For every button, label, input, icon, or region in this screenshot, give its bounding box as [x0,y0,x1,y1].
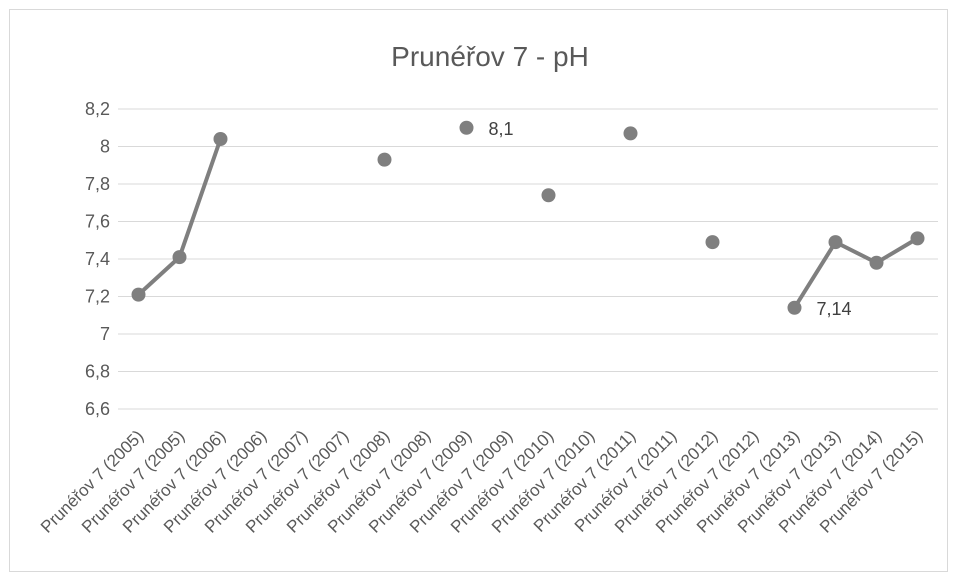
series-line-segment [136,255,182,297]
x-axis-ticks: Prunéřov 7 (2005)Prunéřov 7 (2005)Prunéř… [37,426,926,536]
data-point [131,287,146,302]
y-tick-label: 6,8 [85,362,110,382]
y-tick-label: 6,6 [85,399,110,419]
data-label: 7,14 [817,299,852,319]
data-point [869,255,884,270]
y-tick-label: 7,4 [85,249,110,269]
series-line-segment [833,240,879,265]
y-axis-ticks: 8,2 8 7,8 7,6 7,4 7,2 7 6,8 6,6 [85,99,110,419]
data-labels: 8,1 7,14 [489,119,852,319]
y-tick-label: 7 [100,324,110,344]
data-point [172,250,187,265]
y-tick-label: 7,2 [85,287,110,307]
y-tick-label: 8,2 [85,99,110,119]
y-tick-label: 7,6 [85,212,110,232]
data-point [705,235,720,250]
data-point [459,120,474,135]
series-lines [136,137,920,310]
series-line-segment [177,137,223,260]
chart-title: Prunéřov 7 - pH [391,41,589,72]
data-point [910,231,925,246]
series-markers [131,120,925,315]
series-line-segment [874,236,920,265]
gridlines [118,108,938,410]
y-tick-label: 7,8 [85,174,110,194]
data-point [623,126,638,141]
data-point [828,235,843,250]
data-point [787,300,802,315]
data-point [213,132,228,146]
y-tick-label: 8 [100,137,110,157]
series-line-segment [792,240,838,310]
chart-area [9,9,948,572]
data-point [377,152,392,167]
data-label: 8,1 [489,119,514,139]
data-point [541,188,556,203]
